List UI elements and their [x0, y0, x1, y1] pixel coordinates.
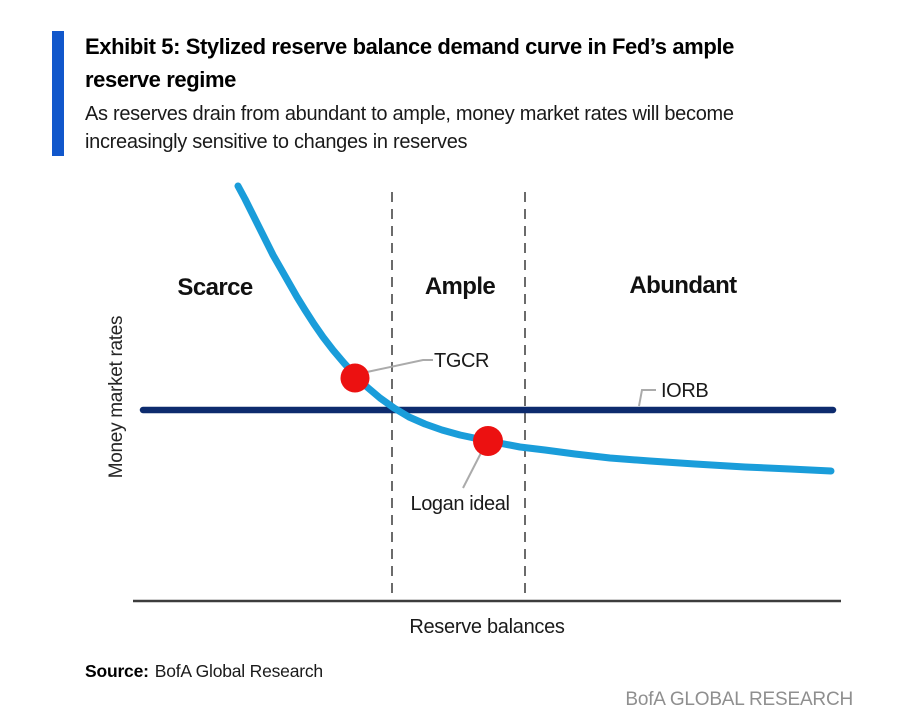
exhibit-subtitle: As reserves drain from abundant to ample… [85, 100, 875, 156]
exhibit-title-line2: reserve regime [85, 67, 236, 92]
tgcr-leader-line [366, 359, 433, 373]
logan-annotation-label: Logan ideal [410, 493, 510, 515]
iorb-leader-line [638, 389, 656, 407]
x-axis-label: Reserve balances [409, 616, 565, 638]
y-axis-label: Money market rates [106, 315, 127, 479]
exhibit-subtitle-line2: increasingly sensitive to changes in res… [85, 131, 468, 153]
region-label-ample: Ample [424, 273, 496, 300]
source-line: Source: BofA Global Research [85, 661, 323, 682]
source-label: Source: [85, 661, 149, 681]
region-label-scarce: Scarce [177, 274, 253, 301]
exhibit-title: Exhibit 5: Stylized reserve balance dema… [85, 30, 845, 96]
logan-marker-dot [473, 426, 503, 456]
exhibit-title-line1: Exhibit 5: Stylized reserve balance dema… [85, 34, 734, 59]
tgcr-marker-dot [340, 363, 370, 393]
demand-curve [234, 182, 835, 475]
iorb-annotation-label: IORB [661, 380, 709, 402]
source-text: BofA Global Research [154, 661, 323, 681]
tgcr-annotation-label: TGCR [434, 350, 490, 372]
exhibit-subtitle-line1: As reserves drain from abundant to ample… [85, 103, 734, 125]
region-label-abundant: Abundant [629, 272, 737, 299]
title-accent-bar [52, 31, 64, 156]
logan-leader-line [462, 448, 484, 489]
brand-footer: BofA GLOBAL RESEARCH [625, 689, 853, 710]
